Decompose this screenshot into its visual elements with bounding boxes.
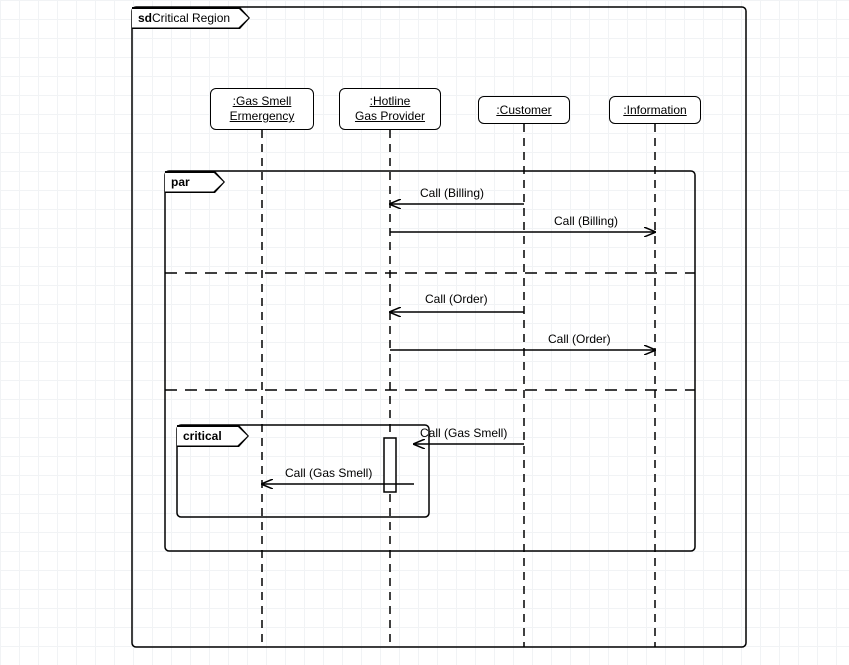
lifeline-head-customer: :Customer xyxy=(478,96,570,124)
lifeline-head-information: :Information xyxy=(609,96,701,124)
diagram-canvas: sd Critical Region par critical :Gas SmellE… xyxy=(0,0,849,665)
message-label-call-order-2: Call (Order) xyxy=(548,332,611,346)
message-label-call-billing-1: Call (Billing) xyxy=(420,186,484,200)
lifeline-head-gas-smell-emergency: :Gas SmellErmergency xyxy=(210,88,314,130)
critical-frame-label-bold: critical xyxy=(183,429,222,443)
outer-frame-label-bold: sd xyxy=(138,11,152,25)
message-label-call-billing-2: Call (Billing) xyxy=(554,214,618,228)
critical-frame-label: critical xyxy=(177,427,248,446)
lifeline-head-hotline-gas-provider: :HotlineGas Provider xyxy=(339,88,441,130)
outer-frame-label: sd Critical Region xyxy=(132,9,249,28)
message-label-call-order-1: Call (Order) xyxy=(425,292,488,306)
par-frame xyxy=(165,171,695,551)
message-label-call-gas-smell-2: Call (Gas Smell) xyxy=(285,466,372,480)
par-frame-label-bold: par xyxy=(171,175,190,189)
message-label-call-gas-smell-1: Call (Gas Smell) xyxy=(420,426,507,440)
par-frame-label: par xyxy=(165,173,224,192)
outer-frame-label-text: Critical Region xyxy=(152,11,230,25)
